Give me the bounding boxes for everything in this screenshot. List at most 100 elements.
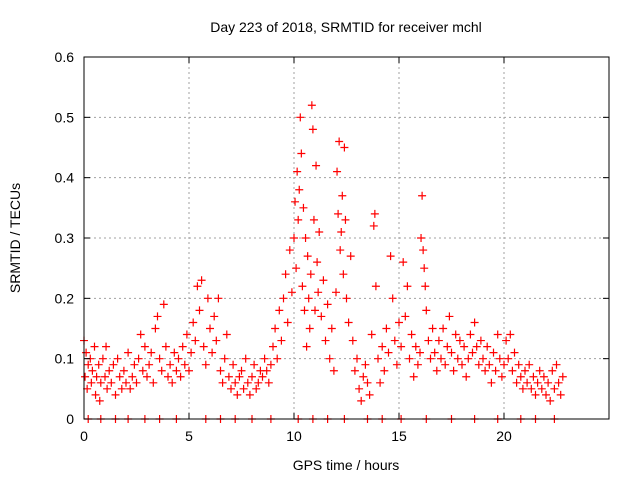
data-point-marker bbox=[537, 384, 546, 393]
data-point-marker bbox=[384, 348, 393, 357]
data-point-marker bbox=[291, 197, 300, 206]
data-point-marker bbox=[96, 378, 105, 387]
y-tick-label: 0.1 bbox=[55, 351, 75, 367]
data-point-marker bbox=[550, 384, 559, 393]
data-point-marker bbox=[281, 270, 290, 279]
data-point-marker bbox=[315, 227, 324, 236]
data-point-marker bbox=[361, 360, 370, 369]
data-point-marker bbox=[365, 390, 374, 399]
data-point-marker bbox=[266, 360, 275, 369]
data-point-marker bbox=[319, 276, 328, 285]
data-point-marker bbox=[95, 396, 104, 405]
data-point-marker bbox=[262, 366, 271, 375]
data-point-marker bbox=[314, 288, 323, 297]
data-point-marker bbox=[437, 354, 445, 363]
data-point-marker bbox=[299, 203, 308, 212]
data-point-marker bbox=[510, 348, 519, 357]
data-point-marker bbox=[302, 342, 311, 351]
data-point-marker bbox=[296, 113, 305, 122]
data-point-marker bbox=[149, 378, 158, 387]
data-point-marker bbox=[254, 378, 263, 387]
data-point-marker bbox=[422, 306, 431, 315]
data-point-marker bbox=[90, 342, 99, 351]
data-point-marker bbox=[516, 372, 525, 381]
data-point-marker bbox=[191, 336, 200, 345]
data-point-marker bbox=[500, 360, 508, 369]
data-point-marker bbox=[271, 324, 280, 333]
data-point-marker bbox=[277, 336, 286, 345]
data-point-marker bbox=[340, 143, 349, 152]
data-point-marker bbox=[458, 360, 466, 369]
data-point-marker bbox=[481, 366, 490, 375]
data-point-marker bbox=[370, 209, 379, 218]
data-point-marker bbox=[119, 366, 128, 375]
y-tick-label: 0.4 bbox=[55, 170, 75, 186]
data-point-marker bbox=[113, 354, 122, 363]
data-point-marker bbox=[407, 330, 416, 339]
data-point-marker bbox=[231, 378, 240, 387]
data-point-marker bbox=[416, 348, 424, 357]
data-point-marker bbox=[143, 372, 151, 381]
data-point-marker bbox=[306, 270, 315, 279]
data-point-marker bbox=[359, 372, 368, 381]
data-point-marker bbox=[308, 125, 317, 134]
data-point-marker bbox=[521, 366, 529, 375]
data-point-marker bbox=[157, 366, 166, 375]
data-point-marker bbox=[411, 342, 420, 351]
data-point-marker bbox=[222, 330, 231, 339]
data-point-marker bbox=[336, 246, 345, 255]
data-point-marker bbox=[334, 209, 343, 218]
data-point-marker bbox=[552, 360, 561, 369]
data-point-marker bbox=[449, 366, 458, 375]
data-point-marker bbox=[426, 354, 435, 363]
data-point-marker bbox=[403, 282, 412, 291]
data-point-marker bbox=[460, 342, 469, 351]
data-point-marker bbox=[342, 294, 351, 303]
data-point-marker bbox=[455, 336, 464, 345]
data-point-marker bbox=[466, 330, 475, 339]
data-point-marker bbox=[298, 282, 307, 291]
data-point-marker bbox=[489, 348, 498, 357]
data-point-marker bbox=[317, 312, 326, 321]
data-point-marker bbox=[313, 258, 322, 267]
data-point-marker bbox=[462, 372, 471, 381]
data-point-marker bbox=[185, 366, 193, 375]
data-point-marker bbox=[98, 354, 107, 363]
data-point-marker bbox=[294, 215, 303, 224]
data-point-marker bbox=[353, 354, 361, 363]
data-point-marker bbox=[487, 378, 496, 387]
data-point-marker bbox=[495, 354, 504, 363]
data-point-marker bbox=[216, 366, 225, 375]
data-point-marker bbox=[367, 330, 376, 339]
data-point-marker bbox=[558, 372, 567, 381]
data-point-marker bbox=[341, 215, 350, 224]
data-point-marker bbox=[390, 336, 399, 345]
data-point-marker bbox=[374, 354, 382, 363]
data-point-marker bbox=[338, 191, 347, 200]
data-point-marker bbox=[128, 372, 137, 381]
data-point-marker bbox=[94, 360, 103, 369]
y-tick-label: 0.5 bbox=[55, 109, 75, 125]
x-tick-label: 20 bbox=[496, 428, 512, 444]
y-tick-label: 0 bbox=[66, 411, 74, 427]
data-point-marker bbox=[293, 167, 302, 176]
data-point-marker bbox=[199, 342, 208, 351]
data-point-marker bbox=[371, 282, 380, 291]
data-point-marker bbox=[376, 378, 385, 387]
data-point-marker bbox=[301, 234, 310, 242]
data-point-marker bbox=[346, 252, 355, 261]
data-point-marker bbox=[546, 396, 555, 405]
data-point-marker bbox=[421, 282, 430, 291]
data-point-marker bbox=[170, 348, 179, 357]
data-point-marker bbox=[339, 270, 348, 279]
data-point-marker bbox=[350, 366, 359, 375]
data-point-marker bbox=[344, 318, 353, 327]
data-point-marker bbox=[88, 366, 97, 375]
data-point-marker bbox=[279, 294, 288, 303]
data-point-marker bbox=[87, 378, 96, 387]
data-point-marker bbox=[269, 342, 277, 351]
data-point-marker bbox=[210, 312, 219, 321]
data-point-marker bbox=[323, 300, 332, 309]
data-point-marker bbox=[220, 354, 229, 363]
